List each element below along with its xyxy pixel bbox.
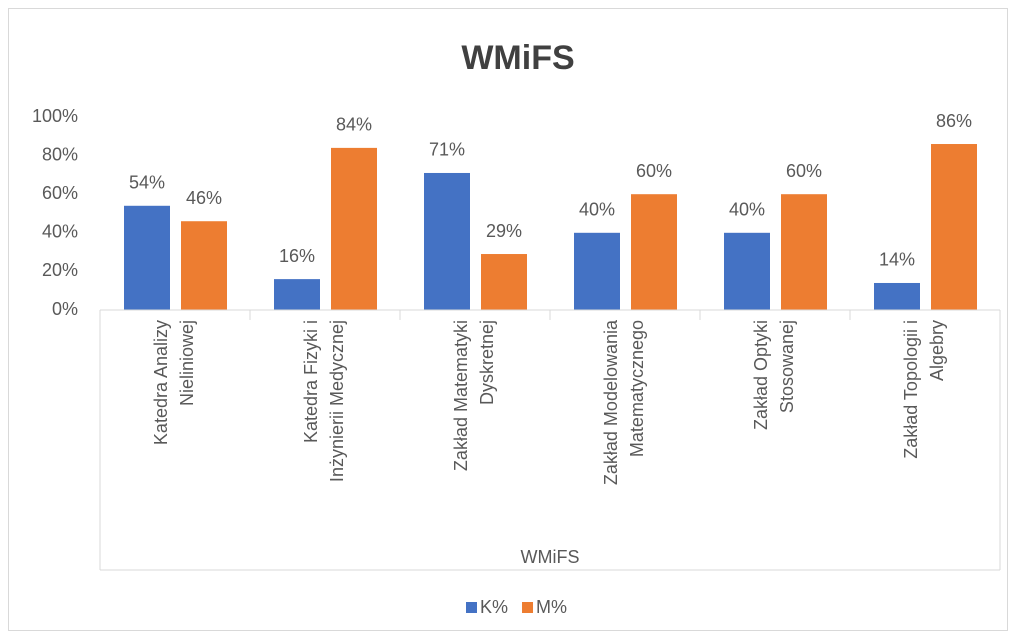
y-tick-label: 100% [32,106,78,126]
bar [481,254,527,310]
bar [874,282,920,310]
legend-swatch [466,602,477,613]
data-label: 14% [879,250,915,270]
x-tick-label: Zakład Matematyki Dyskretnej [451,320,497,471]
chart-title: WMiFS [461,39,574,77]
data-label: 71% [429,140,465,160]
x-tick-label: Zakład Optyki Stosowanej [751,320,797,430]
data-label: 46% [186,188,222,208]
x-tick-label: Katedra Analizy Nieliniowej [151,320,197,445]
x-tick-label: Zakład Topologii i Algebry [901,320,947,459]
x-tick-line: Zakład Modelowania [601,319,621,485]
data-label: 40% [729,200,765,220]
bar [931,144,977,310]
x-tick-line: Zakład Matematyki [451,320,471,471]
legend-label: K% [480,597,508,617]
y-tick-label: 40% [42,222,78,242]
data-label: 86% [936,111,972,131]
data-label: 40% [579,200,615,220]
x-tick-line: Dyskretnej [477,320,497,405]
x-tick-line: Inżynierii Medycznej [327,320,347,482]
bar [631,194,677,310]
x-tick-line: Katedra Analizy [151,320,171,445]
bar [124,205,170,310]
bar [781,194,827,310]
y-tick-label: 20% [42,260,78,280]
x-tick-line: Zakład Topologii i [901,320,921,459]
x-tick-line: Zakład Optyki [751,320,771,430]
y-tick-label: 80% [42,144,78,164]
data-label: 29% [486,221,522,241]
legend-label: M% [536,597,567,617]
bar [724,232,770,310]
x-tick-label: Zakład Modelowania Matematycznego [601,319,647,485]
x-tick-line: Matematycznego [627,320,647,457]
legend-swatch [522,602,534,613]
y-tick-label: 0% [52,299,78,319]
x-tick-line: Nieliniowej [177,320,197,406]
data-label: 16% [279,246,315,266]
x-tick-line: Stosowanej [777,320,797,413]
data-label: 60% [786,161,822,181]
data-label: 84% [336,115,372,135]
bar [424,172,470,310]
y-tick-label: 60% [42,183,78,203]
bar [574,232,620,310]
x-tick-line: Algebry [927,320,947,381]
bar [274,279,320,310]
data-label: 54% [129,173,165,193]
x-axis-title: WMiFS [521,547,580,567]
x-tick-line: Katedra Fizyki i [301,320,321,443]
bar [181,221,227,310]
chart-frame [8,8,1008,631]
bar [331,147,377,310]
x-tick-label: Katedra Fizyki i Inżynierii Medycznej [301,320,347,482]
data-label: 60% [636,161,672,181]
